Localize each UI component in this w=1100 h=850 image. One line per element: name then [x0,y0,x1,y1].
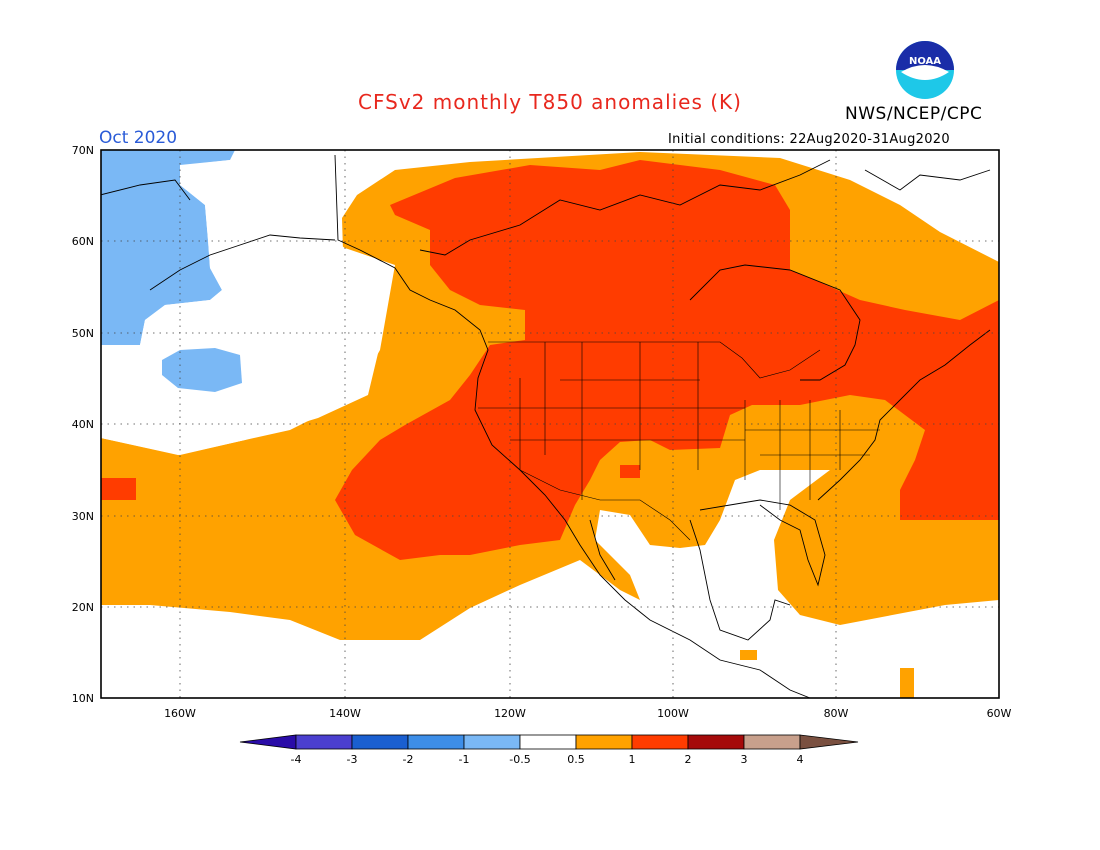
legend-tick: -4 [291,753,302,766]
legend-arrow-high [799,734,859,750]
lat-label-10n: 10N [72,692,94,705]
legend-bin-3 [407,734,465,750]
legend-tick: 3 [741,753,748,766]
lon-label-120w: 120W [494,707,526,720]
agency-label: NWS/NCEP/CPC [845,104,983,124]
lat-label-20n: 20N [72,601,94,614]
legend-bin-6 [575,734,633,750]
political-borders [478,341,880,541]
map-title: CFSv2 monthly T850 anomalies (K) [358,90,742,114]
legend-bin-9 [743,734,801,750]
lon-label-100w: 100W [657,707,689,720]
legend-ticks: -4 -3 -2 -1 -0.5 0.5 1 2 3 4 [291,753,804,766]
color-legend [239,734,859,750]
legend-bin-5 [519,734,577,750]
legend-arrow-low [239,734,297,750]
legend-tick: 4 [797,753,804,766]
lon-label-60w: 60W [987,707,1012,720]
legend-tick: -1 [459,753,470,766]
legend-tick: -0.5 [509,753,530,766]
legend-bin-1 [295,734,353,750]
lat-label-50n: 50N [72,327,94,340]
legend-tick: 2 [685,753,692,766]
map-frame [100,149,1000,699]
coastline-layer [101,154,991,698]
initial-conditions: Initial conditions: 22Aug2020-31Aug2020 [668,132,950,147]
lon-label-160w: 160W [164,707,196,720]
lat-label-60n: 60N [72,235,94,248]
legend-tick: 1 [629,753,636,766]
graticule [101,150,999,698]
noaa-logo: NOAA [896,41,954,99]
legend-bin-7 [631,734,689,750]
lon-label-80w: 80W [824,707,849,720]
lat-label-70n: 70N [72,144,94,157]
legend-bin-4 [463,734,521,750]
legend-tick: -2 [403,753,414,766]
lat-label-30n: 30N [72,510,94,523]
legend-bin-2 [351,734,409,750]
legend-tick: -3 [347,753,358,766]
legend-bin-8 [687,734,745,750]
lon-label-140w: 140W [329,707,361,720]
noaa-logo-text: NOAA [909,56,941,67]
forecast-month: Oct 2020 [99,128,178,148]
legend-tick: 0.5 [567,753,585,766]
lat-label-40n: 40N [72,418,94,431]
